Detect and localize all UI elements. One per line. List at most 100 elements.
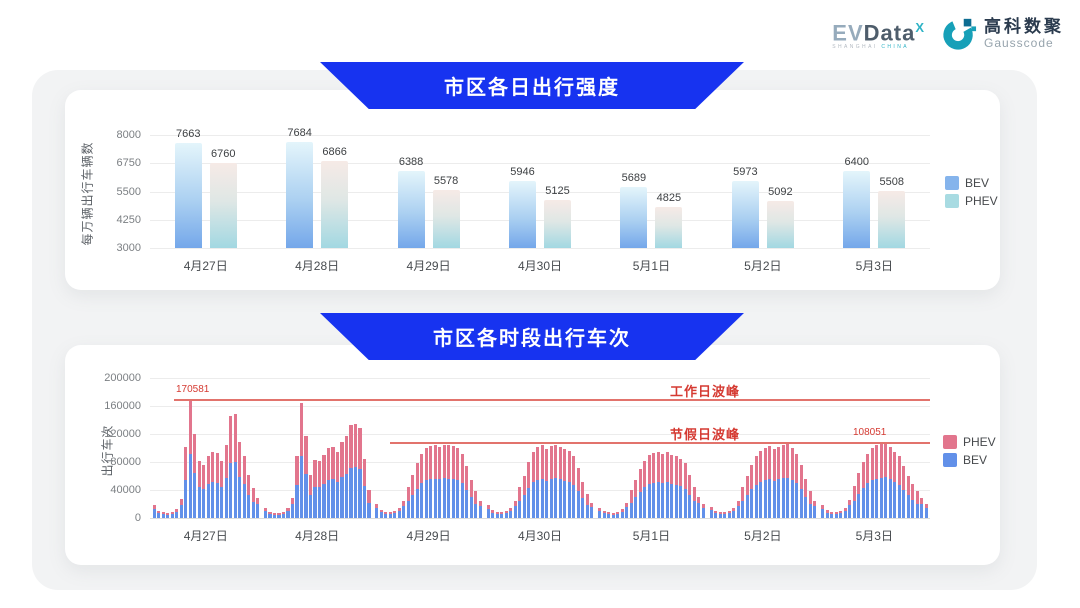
bev-bar[interactable] [286, 142, 314, 248]
hour-bar[interactable] [375, 504, 379, 518]
hour-bar[interactable] [161, 512, 165, 518]
hour-bar[interactable] [433, 445, 437, 518]
hour-bar[interactable] [661, 453, 665, 518]
hour-bar[interactable] [598, 507, 602, 518]
hour-bar[interactable] [665, 452, 669, 518]
hour-bar[interactable] [870, 448, 874, 518]
hour-bar[interactable] [460, 453, 464, 518]
hour-bar[interactable] [808, 491, 812, 518]
hour-bar[interactable] [335, 451, 340, 518]
hour-bar[interactable] [491, 510, 495, 518]
phev-bar[interactable] [209, 163, 237, 248]
hour-bar[interactable] [718, 512, 722, 518]
bev-bar[interactable] [731, 180, 759, 248]
legend-item-phev[interactable]: PHEV [943, 435, 996, 449]
hour-bar[interactable] [415, 463, 419, 518]
hour-bar[interactable] [554, 444, 558, 518]
phev-bar[interactable] [544, 199, 571, 248]
hour-bar[interactable] [656, 451, 660, 518]
hour-bar[interactable] [799, 464, 803, 518]
hour-bar[interactable] [825, 510, 829, 518]
hour-bar[interactable] [647, 455, 651, 518]
hour-bar[interactable] [558, 446, 562, 518]
hour-bar[interactable] [638, 469, 642, 518]
hour-bar[interactable] [692, 486, 696, 518]
hour-bar[interactable] [388, 512, 392, 518]
hour-bar[interactable] [795, 453, 799, 518]
hour-bar[interactable] [643, 460, 647, 518]
hour-bar[interactable] [563, 448, 567, 518]
phev-bar[interactable] [321, 160, 349, 248]
hour-bar[interactable] [884, 442, 888, 518]
bev-bar[interactable] [174, 142, 202, 248]
hour-bar[interactable] [634, 479, 638, 518]
hour-bar[interactable] [322, 455, 326, 518]
hour-bar[interactable] [340, 442, 344, 518]
hour-bar[interactable] [170, 511, 174, 518]
hour-bar[interactable] [549, 445, 553, 518]
hour-bar[interactable] [469, 479, 473, 518]
phev-bar[interactable] [766, 200, 794, 248]
hour-bar[interactable] [536, 447, 540, 518]
hour-bar[interactable] [897, 456, 901, 518]
hour-bar[interactable] [215, 452, 219, 518]
bev-bar[interactable] [397, 171, 425, 248]
hour-bar[interactable] [290, 497, 295, 518]
hour-bar[interactable] [781, 444, 785, 518]
hour-bar[interactable] [607, 512, 611, 518]
hour-bar[interactable] [741, 487, 745, 518]
hour-bar[interactable] [299, 403, 304, 518]
hour-bar[interactable] [527, 462, 531, 518]
hour-bar[interactable] [714, 511, 718, 518]
hour-bar[interactable] [256, 498, 260, 518]
hour-bar[interactable] [670, 455, 674, 518]
hour-bar[interactable] [247, 474, 251, 518]
hour-bar[interactable] [397, 507, 401, 518]
hour-bar[interactable] [308, 474, 313, 518]
hour-bar[interactable] [504, 511, 508, 518]
hour-bar[interactable] [465, 465, 469, 518]
hour-bar[interactable] [358, 427, 362, 518]
hour-bar[interactable] [768, 445, 772, 518]
hour-bar[interactable] [317, 460, 322, 518]
hour-bar[interactable] [152, 505, 156, 518]
hour-bar[interactable] [611, 513, 615, 518]
hour-bar[interactable] [522, 476, 526, 518]
hour-bar[interactable] [629, 490, 633, 518]
hour-bar[interactable] [581, 481, 585, 518]
hour-bar[interactable] [268, 511, 272, 518]
hour-bar[interactable] [402, 500, 406, 518]
hour-bar[interactable] [911, 484, 915, 518]
hour-bar[interactable] [772, 449, 776, 518]
hour-bar[interactable] [193, 434, 197, 518]
hour-bar[interactable] [572, 456, 576, 518]
hour-bar[interactable] [175, 508, 179, 518]
legend-item-bev[interactable]: BEV [943, 453, 996, 467]
hour-bar[interactable] [924, 504, 928, 518]
hour-bar[interactable] [353, 424, 358, 518]
hour-bar[interactable] [652, 452, 656, 518]
hour-bar[interactable] [424, 448, 428, 518]
hour-bar[interactable] [732, 508, 736, 518]
hour-bar[interactable] [233, 413, 237, 518]
hour-bar[interactable] [821, 505, 825, 518]
hour-bar[interactable] [616, 511, 620, 518]
hour-bar[interactable] [679, 458, 683, 518]
hour-bar[interactable] [362, 458, 367, 518]
phev-bar[interactable] [432, 189, 460, 248]
hour-bar[interactable] [585, 493, 589, 518]
hour-bar[interactable] [683, 463, 687, 518]
hour-bar[interactable] [709, 506, 713, 518]
hour-bar[interactable] [888, 446, 892, 518]
hour-bar[interactable] [263, 507, 268, 518]
hour-bar[interactable] [166, 513, 170, 518]
hour-bar[interactable] [447, 445, 451, 518]
hour-bar[interactable] [184, 447, 188, 518]
hour-bar[interactable] [224, 444, 228, 518]
hour-bar[interactable] [420, 453, 424, 518]
hour-bar[interactable] [206, 455, 210, 518]
hour-bar[interactable] [674, 456, 678, 518]
hour-bar[interactable] [763, 448, 767, 518]
hour-bar[interactable] [852, 485, 856, 518]
hour-bar[interactable] [843, 507, 847, 518]
